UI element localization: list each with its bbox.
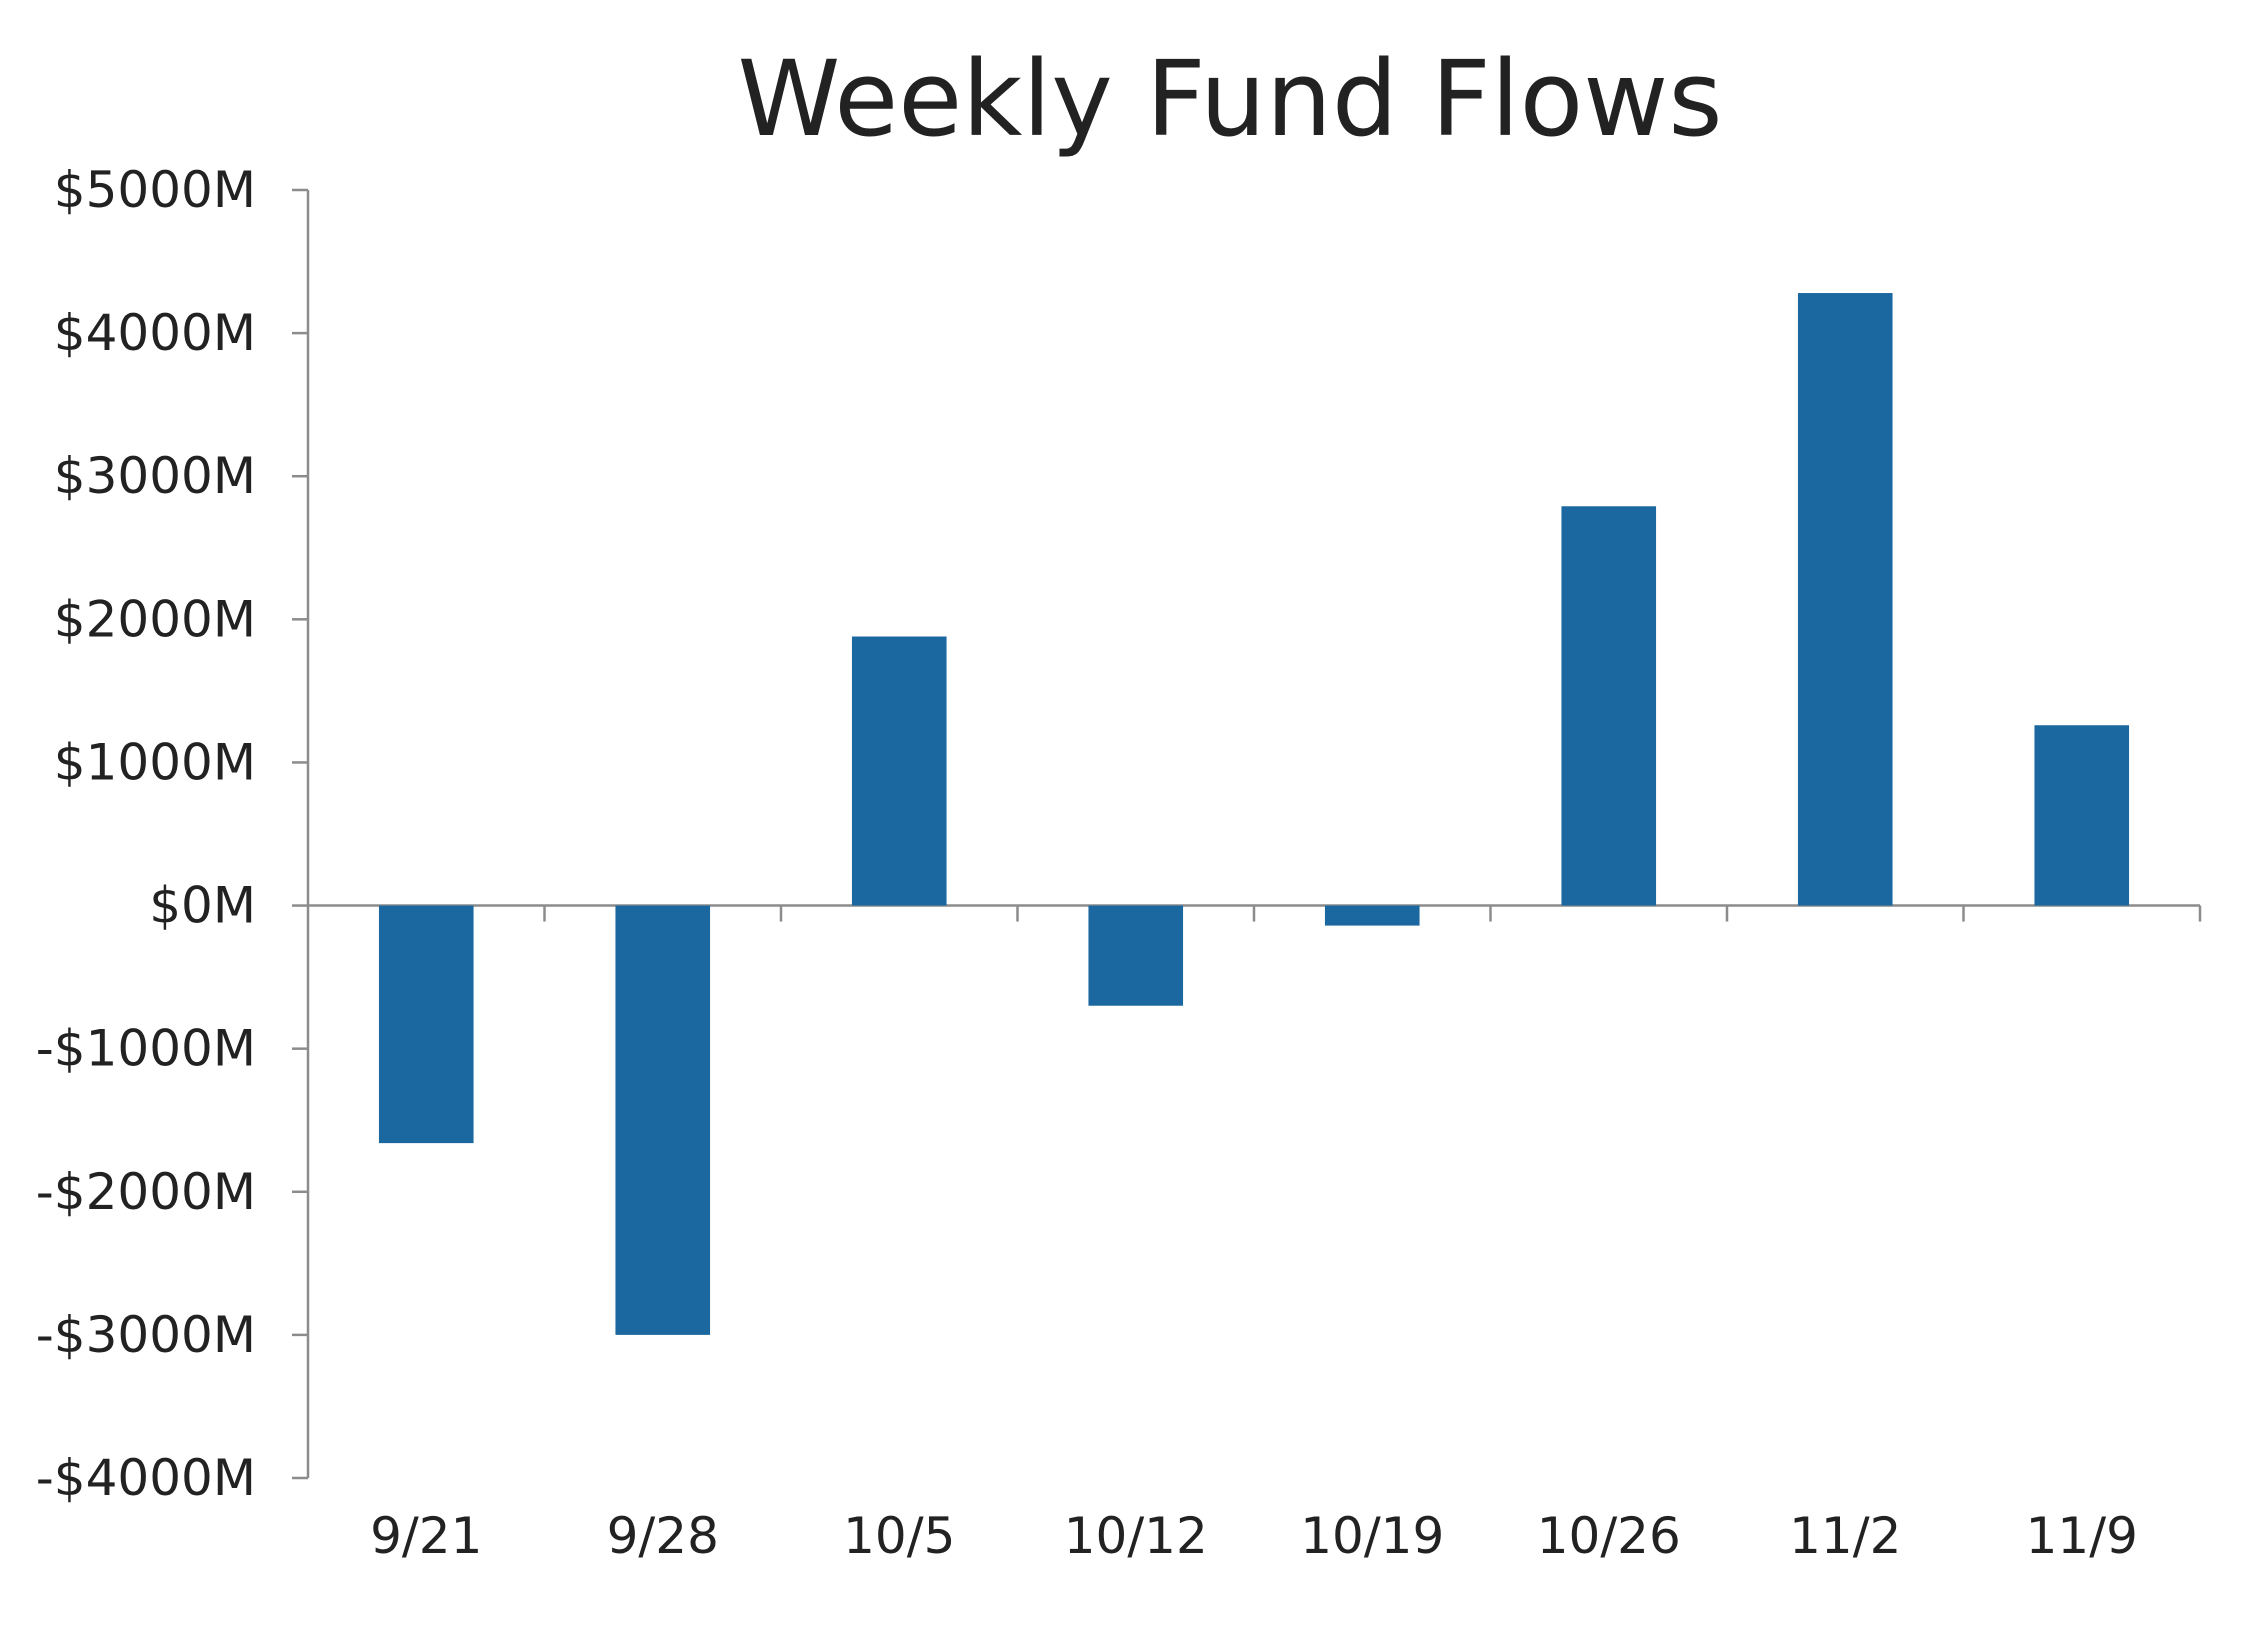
x-tick-label: 11/9 [2026,1507,2138,1565]
bar-10-5 [851,636,947,906]
y-tick-label: $1000M [54,733,256,791]
bar-11-2 [1797,293,1893,906]
x-tick-label: 10/12 [1064,1507,1208,1565]
axes [292,188,2202,1480]
x-tick-label: 11/2 [1789,1507,1901,1565]
bars [378,293,2130,1335]
x-tick-label: 9/21 [370,1507,482,1565]
x-axis-tick-labels: 9/21 9/28 10/5 10/12 10/19 10/26 11/2 11/9 [370,1507,2138,1565]
y-tick-label: -$4000M [36,1449,256,1507]
chart-title: Weekly Fund Flows [737,38,1722,160]
y-tick-label: -$3000M [36,1306,256,1364]
y-tick-label: $5000M [54,161,256,219]
bar-10-12 [1088,905,1184,1006]
bar-11-9 [2034,725,2130,906]
bar-9-21 [378,905,474,1144]
y-tick-label: $4000M [54,304,256,362]
y-tick-label: $0M [149,877,256,935]
x-tick-label: 10/19 [1300,1507,1444,1565]
bar-9-28 [615,905,711,1335]
x-tick-label: 10/26 [1537,1507,1681,1565]
x-tick-label: 9/28 [607,1507,719,1565]
bar-10-19 [1324,905,1420,926]
bar-10-26 [1561,506,1657,906]
y-tick-label: $2000M [54,590,256,648]
y-axis-tick-labels: $5000M $4000M $3000M $2000M $1000M $0M -$1000M… [36,161,256,1507]
y-tick-label: -$1000M [36,1020,256,1078]
y-tick-label: $3000M [54,447,256,505]
y-tick-label: -$2000M [36,1163,256,1221]
x-tick-label: 10/5 [843,1507,955,1565]
